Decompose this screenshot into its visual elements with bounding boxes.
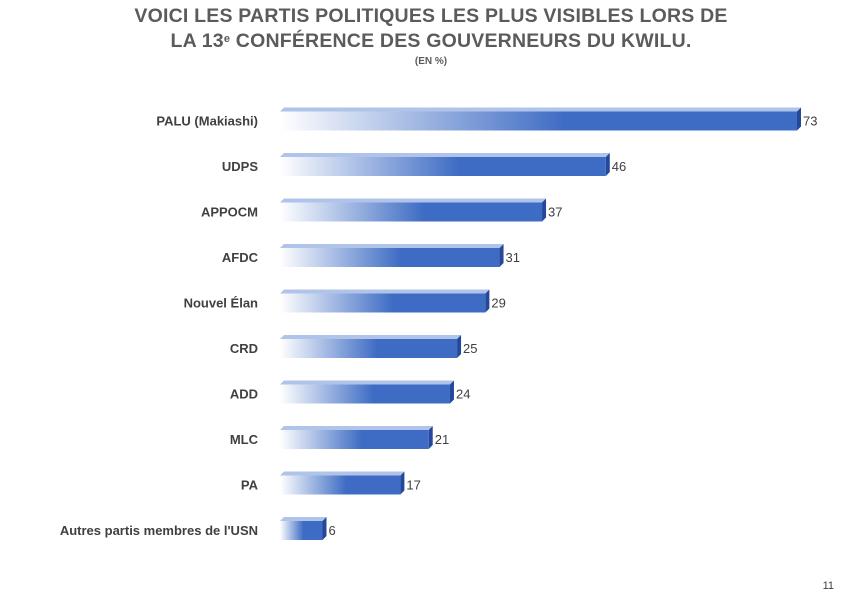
value-label: 6: [328, 523, 335, 538]
bar-top-face: [280, 244, 504, 248]
bar-top-face: [280, 517, 327, 521]
chart-subtitle: (EN %): [414, 56, 448, 67]
bar-top-face: [280, 471, 405, 476]
category-label: CRD: [230, 341, 258, 356]
title-line-2-end: CONFÉRENCE DES GOUVERNEURS DU KWILU.: [230, 30, 692, 52]
value-label: 73: [803, 114, 817, 129]
bar-group: AFDC 31: [222, 244, 520, 267]
value-label: 37: [548, 205, 562, 220]
chart-title-block: VOICI LES PARTIS POLITIQUES LES PLUS VIS…: [0, 4, 862, 67]
category-label: Autres partis membres de l'USN: [60, 523, 258, 538]
value-label: 46: [612, 159, 626, 174]
bar-group: APPOCM 37: [201, 198, 563, 222]
bar: [280, 248, 500, 267]
bar-side-face: [400, 471, 405, 495]
category-label: PALU (Makiashi): [156, 114, 258, 129]
bar-group: Nouvel Élan 29: [184, 289, 506, 313]
category-label: PA: [241, 478, 259, 493]
chart-title-line-2: LA 13e CONFÉRENCE DES GOUVERNEURS DU KWI…: [0, 29, 862, 54]
category-label: UDPS: [222, 159, 258, 174]
bar-group: Autres partis membres de l'USN 6: [60, 517, 336, 540]
value-label: 21: [435, 432, 449, 447]
category-label: ADD: [230, 387, 258, 402]
bar: [280, 430, 429, 449]
bar: [280, 384, 450, 404]
bar-side-face: [322, 517, 327, 540]
bar-side-face: [605, 153, 610, 176]
chart-title-line-1: VOICI LES PARTIS POLITIQUES LES PLUS VIS…: [134, 5, 728, 27]
value-label: 29: [491, 296, 505, 311]
bar: [280, 157, 606, 176]
bar-side-face: [449, 380, 454, 404]
bar: [280, 293, 486, 313]
bar-top-face: [280, 153, 610, 157]
bar-side-face: [428, 426, 433, 449]
bar-group: PA 17: [241, 471, 421, 495]
bar-top-face: [280, 198, 547, 203]
bar-side-face: [499, 244, 504, 267]
category-label: MLC: [230, 432, 259, 447]
bar-group: ADD 24: [230, 380, 470, 404]
bar-side-face: [542, 198, 547, 222]
bar-top-face: [280, 107, 801, 112]
bars-layer: PALU (Makiashi) 73 UDPS 46 APPOCM 37 AFDC 31 Nou…: [60, 107, 817, 540]
bar: [280, 339, 458, 358]
bar: [280, 521, 323, 540]
bar-top-face: [280, 380, 454, 385]
page-number: 11: [822, 580, 834, 592]
bar-side-face: [457, 335, 462, 358]
bar-side-face: [797, 107, 801, 131]
category-label: AFDC: [222, 250, 259, 265]
value-label: 17: [406, 478, 420, 493]
bar-group: PALU (Makiashi) 73: [156, 107, 817, 131]
value-label: 31: [506, 250, 520, 265]
title-superscript: e: [223, 33, 231, 45]
bar-top-face: [280, 289, 490, 294]
bar: [280, 202, 543, 222]
value-label: 25: [463, 341, 477, 356]
bar-group: MLC 21: [230, 426, 449, 449]
category-label: Nouvel Élan: [184, 296, 258, 311]
bar: [280, 111, 797, 131]
bar-side-face: [485, 289, 490, 313]
bar-group: UDPS 46: [222, 153, 626, 176]
bar-group: CRD 25: [230, 335, 478, 358]
category-label: APPOCM: [201, 205, 258, 220]
bar: [280, 475, 401, 495]
bar-top-face: [280, 335, 462, 339]
value-label: 24: [456, 387, 470, 402]
title-line-2-start: LA 13: [170, 30, 224, 52]
bar-top-face: [280, 426, 433, 430]
